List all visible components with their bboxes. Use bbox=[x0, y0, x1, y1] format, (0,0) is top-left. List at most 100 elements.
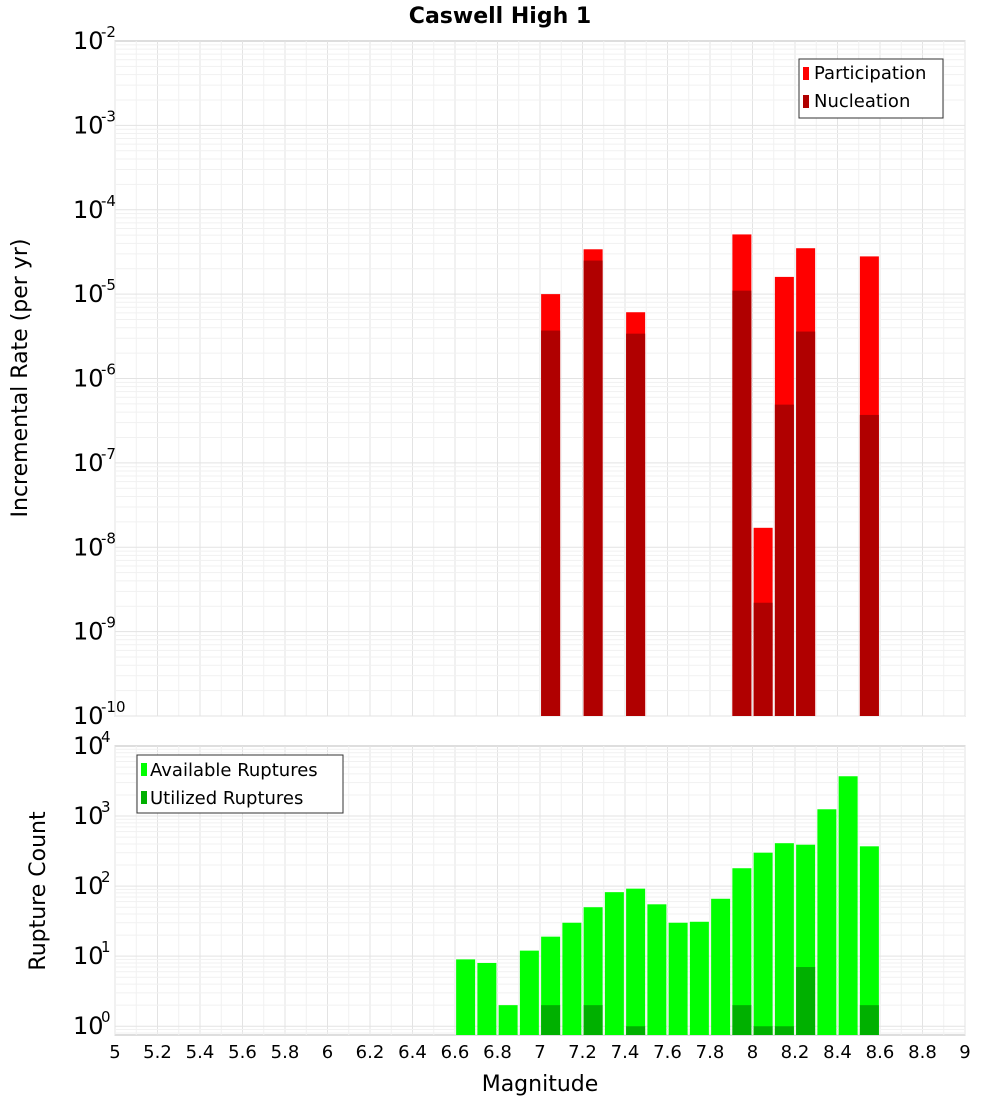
x-tick-label: 8.8 bbox=[908, 1042, 937, 1063]
count-y-tick: 102 bbox=[73, 868, 111, 900]
available-ruptures-bar bbox=[732, 868, 752, 1035]
available-ruptures-bar bbox=[562, 922, 582, 1035]
utilized-ruptures-bar bbox=[859, 1005, 879, 1035]
rate-y-tick-exponent: -2 bbox=[101, 23, 116, 41]
count-y-tick-exponent: 1 bbox=[101, 938, 111, 956]
utilized-ruptures-bar bbox=[583, 1005, 603, 1035]
available-ruptures-bar bbox=[774, 843, 794, 1035]
rate-y-tick: 10-7 bbox=[73, 445, 116, 477]
utilized-swatch bbox=[141, 791, 147, 804]
x-tick-label: 5.4 bbox=[186, 1042, 215, 1063]
x-tick-label: 5.6 bbox=[228, 1042, 257, 1063]
count-y-tick-exponent: 3 bbox=[101, 798, 111, 816]
count-y-tick-base: 10 bbox=[73, 942, 104, 970]
available-ruptures-bar bbox=[626, 888, 646, 1035]
x-tick-label: 7.2 bbox=[568, 1042, 597, 1063]
rate-y-tick: 10-9 bbox=[73, 614, 116, 646]
x-tick-label: 6.2 bbox=[356, 1042, 385, 1063]
x-tick-label: 8.4 bbox=[823, 1042, 852, 1063]
rate-y-tick-base: 10 bbox=[73, 111, 104, 139]
rate-y-tick-base: 10 bbox=[73, 196, 104, 224]
rate-y-tick-exponent: -8 bbox=[101, 529, 116, 547]
available-ruptures-bar bbox=[753, 852, 773, 1035]
nucleation-bar bbox=[541, 330, 561, 716]
rate-y-axis-label: Incremental Rate (per yr) bbox=[8, 239, 33, 518]
utilized-ruptures-bar bbox=[732, 1005, 752, 1035]
x-tick-label: 5.8 bbox=[271, 1042, 300, 1063]
available-ruptures-bar bbox=[583, 907, 603, 1035]
count-y-axis-label: Rupture Count bbox=[26, 811, 51, 971]
nucleation-bar bbox=[583, 260, 603, 716]
legend-nucleation-label: Nucleation bbox=[814, 91, 910, 112]
x-tick-label: 7 bbox=[534, 1042, 545, 1063]
rate-y-tick: 10-2 bbox=[73, 23, 116, 55]
available-ruptures-bar bbox=[859, 846, 879, 1035]
rate-y-tick: 10-4 bbox=[73, 192, 116, 224]
x-tick-label: 5.2 bbox=[143, 1042, 172, 1063]
x-tick-label: 6.8 bbox=[483, 1042, 512, 1063]
x-tick-label: 7.8 bbox=[696, 1042, 725, 1063]
count-y-tick-exponent: 2 bbox=[101, 868, 111, 886]
count-y-tick-base: 10 bbox=[73, 802, 104, 830]
x-tick-label: 8.6 bbox=[866, 1042, 895, 1063]
rate-y-tick-base: 10 bbox=[73, 449, 104, 477]
available-ruptures-bar bbox=[519, 950, 539, 1035]
count-legend-box bbox=[136, 754, 344, 814]
rate-y-tick-base: 10 bbox=[73, 618, 104, 646]
count-y-tick: 104 bbox=[73, 728, 111, 760]
rate-y-tick: 10-3 bbox=[73, 107, 116, 139]
available-ruptures-bar bbox=[477, 962, 497, 1035]
count-y-tick-exponent: 0 bbox=[101, 1008, 111, 1026]
nucleation-swatch bbox=[803, 95, 809, 108]
x-tick-label: 6 bbox=[322, 1042, 333, 1063]
count-y-tick: 103 bbox=[73, 798, 111, 830]
available-ruptures-bar bbox=[647, 904, 667, 1035]
available-ruptures-bar bbox=[711, 898, 731, 1035]
rate-y-tick: 10-10 bbox=[73, 698, 126, 730]
nucleation-bar bbox=[796, 331, 816, 716]
nucleation-bar bbox=[859, 414, 879, 716]
count-bars bbox=[456, 776, 879, 1035]
rate-y-tick-exponent: -6 bbox=[101, 361, 116, 379]
rate-y-tick: 10-6 bbox=[73, 361, 116, 393]
legend-utilized-label: Utilized Ruptures bbox=[150, 788, 303, 809]
x-tick-label: 6.4 bbox=[398, 1042, 427, 1063]
available-swatch bbox=[141, 763, 147, 776]
rate-y-tick-exponent: -4 bbox=[101, 192, 116, 210]
x-tick-label: 7.4 bbox=[611, 1042, 640, 1063]
rate-y-tick: 10-8 bbox=[73, 529, 116, 561]
count-y-tick-base: 10 bbox=[73, 1012, 104, 1040]
participation-swatch bbox=[803, 67, 809, 80]
x-tick-label: 8.2 bbox=[781, 1042, 810, 1063]
rate-plot-panel: 10-210-310-410-510-610-710-810-910-10 In… bbox=[8, 23, 966, 730]
legend-participation-label: Participation bbox=[814, 63, 926, 84]
x-tick-label: 9 bbox=[959, 1042, 970, 1063]
available-ruptures-bar bbox=[689, 921, 709, 1035]
nucleation-bar bbox=[774, 404, 794, 716]
available-ruptures-bar bbox=[838, 776, 858, 1035]
rate-y-ticks: 10-210-310-410-510-610-710-810-910-10 bbox=[73, 23, 126, 730]
nucleation-bar bbox=[626, 333, 646, 716]
utilized-ruptures-bar bbox=[753, 1026, 773, 1035]
rate-y-tick-base: 10 bbox=[73, 365, 104, 393]
count-y-tick-exponent: 4 bbox=[101, 728, 111, 746]
available-ruptures-bar bbox=[817, 809, 837, 1035]
magnitude-x-ticks: 5 5.2 5.4 5.6 5.8 6 6.2 6.4 6.6 6.8 7 7.2 7.4 7.6 7.8 8… bbox=[109, 1042, 970, 1063]
x-tick-label: 7.6 bbox=[653, 1042, 682, 1063]
x-tick-label: 6.6 bbox=[441, 1042, 470, 1063]
rate-y-tick-exponent: -7 bbox=[101, 445, 116, 463]
rate-bars bbox=[541, 234, 879, 717]
rate-legend: Participation Nucleation bbox=[798, 58, 944, 119]
rate-y-tick-exponent: -3 bbox=[101, 107, 116, 125]
rate-y-tick-exponent: -9 bbox=[101, 614, 116, 632]
rate-y-tick-exponent: -10 bbox=[101, 698, 126, 716]
utilized-ruptures-bar bbox=[796, 967, 816, 1035]
rate-y-tick-exponent: -5 bbox=[101, 276, 116, 294]
available-ruptures-bar bbox=[604, 892, 624, 1035]
utilized-ruptures-bar bbox=[774, 1026, 794, 1035]
utilized-ruptures-bar bbox=[541, 1005, 561, 1035]
nucleation-bar bbox=[753, 602, 773, 716]
rate-gridlines bbox=[114, 41, 966, 717]
